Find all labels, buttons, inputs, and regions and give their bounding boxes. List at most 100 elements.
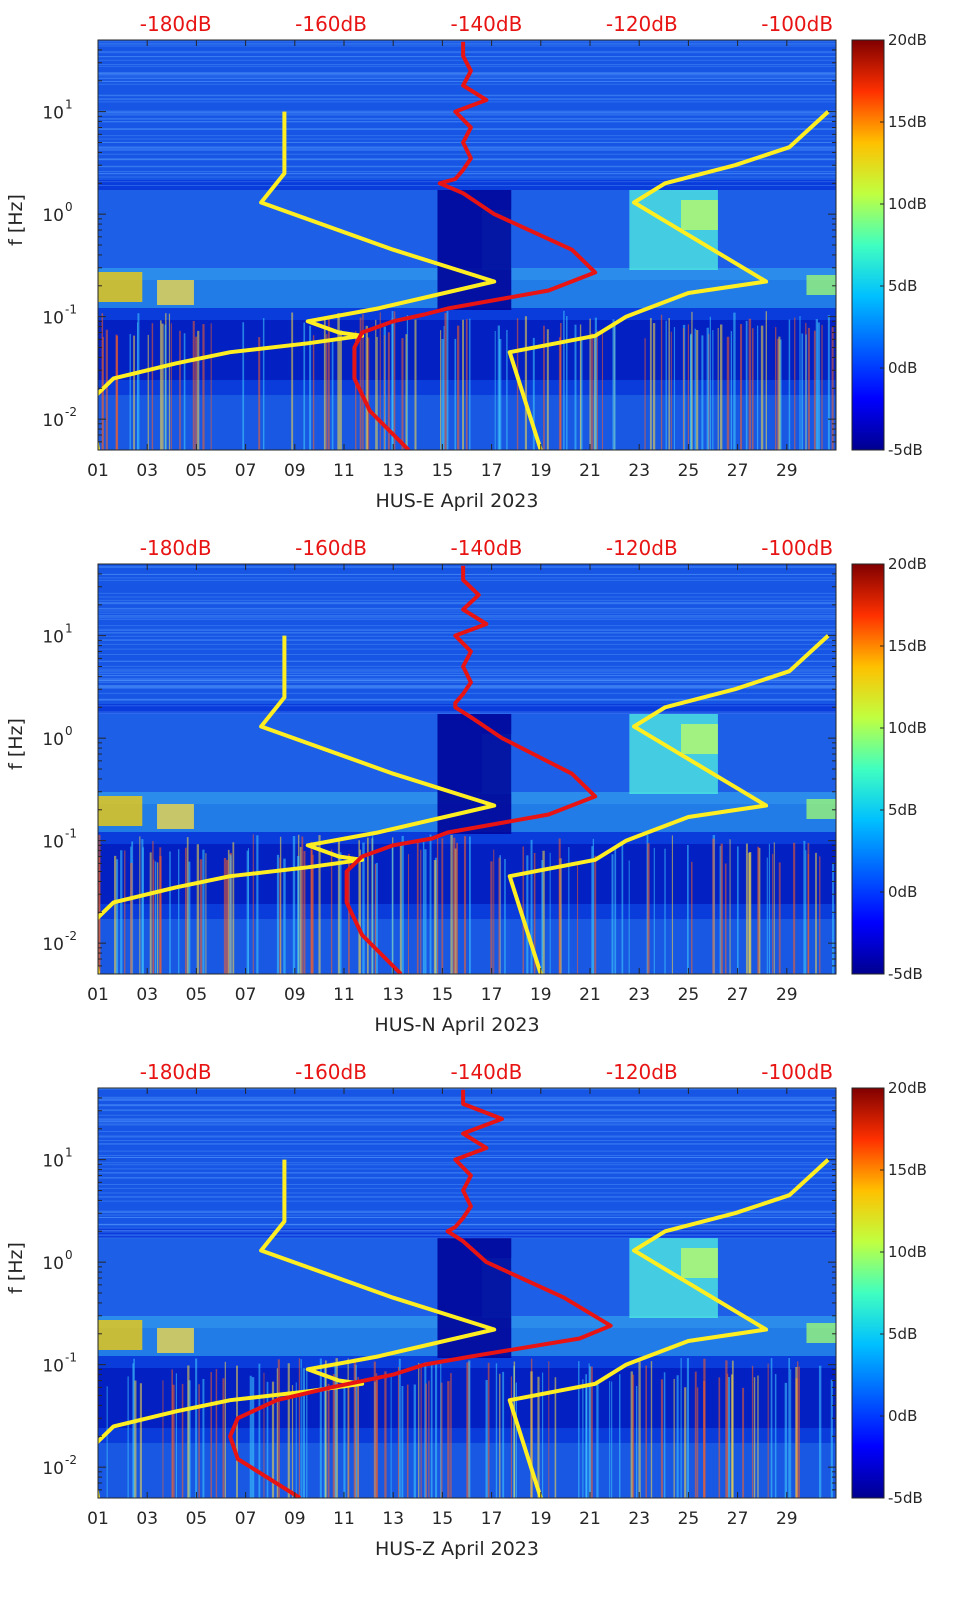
y-tick-label: 10 xyxy=(42,935,64,955)
x-tick-label: 01 xyxy=(87,1509,109,1529)
x-tick-label: 15 xyxy=(432,985,454,1005)
x-tick-label: 21 xyxy=(579,985,601,1005)
colorbar-label: 10dB xyxy=(888,1243,927,1261)
x-tick-label: 13 xyxy=(382,461,404,481)
x-tick-label: 23 xyxy=(628,1509,650,1529)
y-tick-base: 10 xyxy=(42,833,64,853)
x-tick-label: 25 xyxy=(678,461,700,481)
top-db-label: -140dB xyxy=(451,536,523,560)
x-tick-label: 15 xyxy=(432,1509,454,1529)
colorbar-label: 0dB xyxy=(888,883,917,901)
y-tick-base: 10 xyxy=(42,1357,64,1377)
y-tick-base: 10 xyxy=(42,104,64,124)
x-tick-label: 23 xyxy=(628,985,650,1005)
colorbar-label: 15dB xyxy=(888,1161,927,1179)
y-axis-title: f [Hz] xyxy=(5,718,27,770)
y-tick-exponent: -2 xyxy=(65,929,77,943)
x-tick-label: 19 xyxy=(530,461,552,481)
x-axis-title: HUS-E April 2023 xyxy=(376,490,539,512)
x-tick-label: 01 xyxy=(87,461,109,481)
colorbar-label: -5dB xyxy=(888,965,923,983)
y-tick-base: 10 xyxy=(42,1254,64,1274)
x-tick-label: 25 xyxy=(678,985,700,1005)
x-tick-label: 29 xyxy=(776,985,798,1005)
colorbar-label: -5dB xyxy=(888,441,923,459)
y-tick-label: 10 xyxy=(42,833,64,853)
y-tick-base: 10 xyxy=(42,206,64,226)
y-tick-label: 10 xyxy=(42,411,64,431)
y-tick-label: 10 xyxy=(42,309,64,329)
x-tick-label: 07 xyxy=(235,1509,257,1529)
x-tick-label: 01 xyxy=(87,985,109,1005)
y-tick-exponent: 0 xyxy=(65,724,73,738)
colorbar-label: 0dB xyxy=(888,359,917,377)
y-tick-base: 10 xyxy=(42,730,64,750)
colorbar xyxy=(851,563,885,975)
top-db-label: -100dB xyxy=(761,536,833,560)
high-noise-model-curve xyxy=(507,1158,830,1498)
top-db-label: -180dB xyxy=(140,536,212,560)
y-tick-exponent: 1 xyxy=(65,622,73,636)
top-db-label: -120dB xyxy=(606,536,678,560)
y-tick-exponent: 0 xyxy=(65,1248,73,1262)
top-db-label: -160dB xyxy=(295,1060,367,1084)
y-tick-base: 10 xyxy=(42,935,64,955)
psd-curve-red xyxy=(228,1089,613,1498)
x-tick-label: 09 xyxy=(284,461,306,481)
top-db-label: -160dB xyxy=(295,12,367,36)
colorbar-label: 10dB xyxy=(888,719,927,737)
x-tick-label: 11 xyxy=(333,985,355,1005)
x-tick-label: 19 xyxy=(530,985,552,1005)
x-tick-label: 25 xyxy=(678,1509,700,1529)
y-tick-base: 10 xyxy=(42,1152,64,1172)
overlay-curves xyxy=(98,1089,830,1498)
colorbar-label: 15dB xyxy=(888,113,927,131)
low-noise-model-curve xyxy=(98,111,497,450)
x-tick-label: 13 xyxy=(382,985,404,1005)
y-tick-exponent: -2 xyxy=(65,405,77,419)
colorbar-label: 5dB xyxy=(888,1325,917,1343)
top-db-label: -100dB xyxy=(761,1060,833,1084)
x-tick-label: 13 xyxy=(382,1509,404,1529)
x-tick-label: 17 xyxy=(481,985,503,1005)
y-tick-exponent: -2 xyxy=(65,1453,77,1467)
high-noise-model-curve xyxy=(507,110,830,450)
x-tick-label: 27 xyxy=(727,985,749,1005)
colorbar-label: 5dB xyxy=(888,801,917,819)
high-noise-model-curve xyxy=(507,634,830,974)
x-tick-label: 05 xyxy=(186,1509,208,1529)
y-tick-label: 10 xyxy=(42,628,64,648)
y-tick-base: 10 xyxy=(42,1459,64,1479)
x-tick-label: 09 xyxy=(284,985,306,1005)
spectrogram-image xyxy=(98,564,836,974)
x-axis-title: HUS-Z April 2023 xyxy=(375,1538,539,1560)
y-tick-exponent: 0 xyxy=(65,200,73,214)
y-tick-exponent: -1 xyxy=(65,1351,77,1365)
y-tick-label: 10 xyxy=(42,206,64,226)
x-tick-label: 03 xyxy=(136,985,158,1005)
y-axis-title: f [Hz] xyxy=(5,194,27,246)
x-tick-label: 27 xyxy=(727,461,749,481)
spectrogram-image xyxy=(98,40,836,450)
y-tick-label: 10 xyxy=(42,1357,64,1377)
x-tick-label: 21 xyxy=(579,1509,601,1529)
spectrogram-image xyxy=(98,1088,836,1498)
colorbar-label: 20dB xyxy=(888,555,927,573)
y-tick-exponent: 1 xyxy=(65,98,73,112)
y-tick-label: 10 xyxy=(42,730,64,750)
x-tick-label: 19 xyxy=(530,1509,552,1529)
x-tick-label: 27 xyxy=(727,1509,749,1529)
overlay-curves xyxy=(98,41,830,450)
x-tick-label: 03 xyxy=(136,461,158,481)
colorbar-label: 5dB xyxy=(888,277,917,295)
top-db-label: -140dB xyxy=(451,1060,523,1084)
x-tick-label: 23 xyxy=(628,461,650,481)
colorbar xyxy=(851,39,885,451)
top-db-label: -180dB xyxy=(140,1060,212,1084)
top-db-label: -100dB xyxy=(761,12,833,36)
x-tick-label: 09 xyxy=(284,1509,306,1529)
colorbar-label: 20dB xyxy=(888,31,927,49)
colorbar-label: 10dB xyxy=(888,195,927,213)
